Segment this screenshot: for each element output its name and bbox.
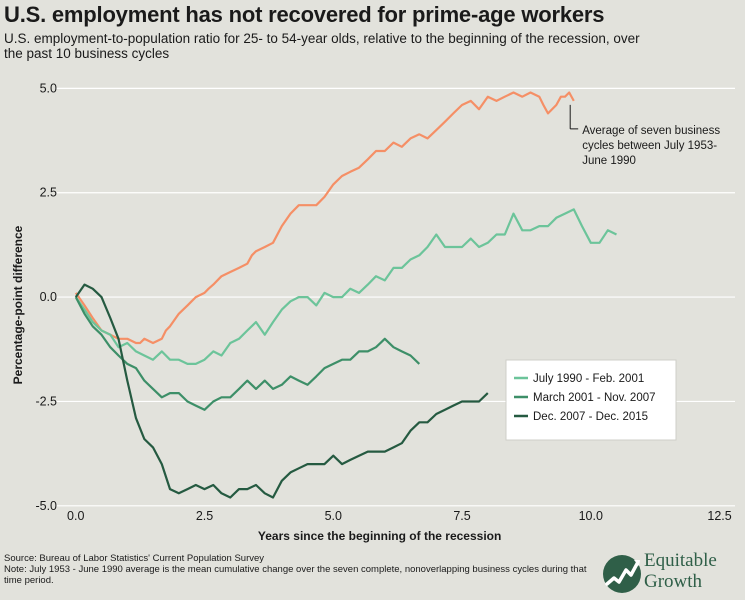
legend-label: July 1990 - Feb. 2001: [533, 373, 644, 385]
series-line-2007: [74, 283, 489, 499]
equitable-growth-logo: Equitable Growth: [600, 550, 745, 598]
legend-box: [505, 359, 677, 441]
logo-word-growth: Growth: [644, 571, 703, 592]
y-tick-label: 2.5: [40, 186, 57, 200]
annotation-text: Average of seven business: [582, 125, 720, 137]
y-tick-label: -5.0: [35, 499, 57, 513]
x-tick-label: 12.5: [707, 509, 731, 523]
chart-title: U.S. employment has not recovered for pr…: [4, 2, 605, 27]
x-tick-label: 2.5: [196, 509, 213, 523]
methodology-note: Note: July 1953 - June 1990 average is t…: [4, 564, 587, 586]
y-axis-label: Percentage-point difference: [11, 225, 25, 384]
growth-chart-icon: [603, 555, 641, 593]
x-tick-label: 0.0: [67, 509, 84, 523]
series-line-average: [74, 91, 575, 345]
logo-word-equitable: Equitable: [644, 550, 717, 571]
annotation-text: June 1990: [582, 155, 636, 167]
x-axis-label: Years since the beginning of the recessi…: [258, 529, 501, 543]
series-line-2001: [74, 296, 421, 411]
y-tick-label: 0.0: [40, 290, 57, 304]
chart-subtitle: U.S. employment-to-population ratio for …: [4, 31, 640, 61]
source-note: Source: Bureau of Labor Statistics' Curr…: [4, 553, 265, 564]
series-line-1990: [74, 208, 617, 365]
footer: Source: Bureau of Labor Statistics' Curr…: [4, 553, 594, 586]
legend-label: Dec. 2007 - Dec. 2015: [533, 411, 648, 423]
line-chart: 5.0 2.5 0.0 -2.5 -5.0 0.0 2.5 5.0 7.5 10.0 12.5 Yea…: [11, 81, 735, 543]
x-tick-label: 10.0: [579, 509, 603, 523]
legend-label: March 2001 - Nov. 2007: [533, 392, 656, 404]
y-tick-label: 5.0: [40, 81, 57, 95]
y-tick-label: -2.5: [35, 394, 57, 408]
x-tick-label: 5.0: [325, 509, 342, 523]
x-tick-label: 7.5: [453, 509, 470, 523]
annotation-text: cycles between July 1953-: [582, 140, 717, 152]
